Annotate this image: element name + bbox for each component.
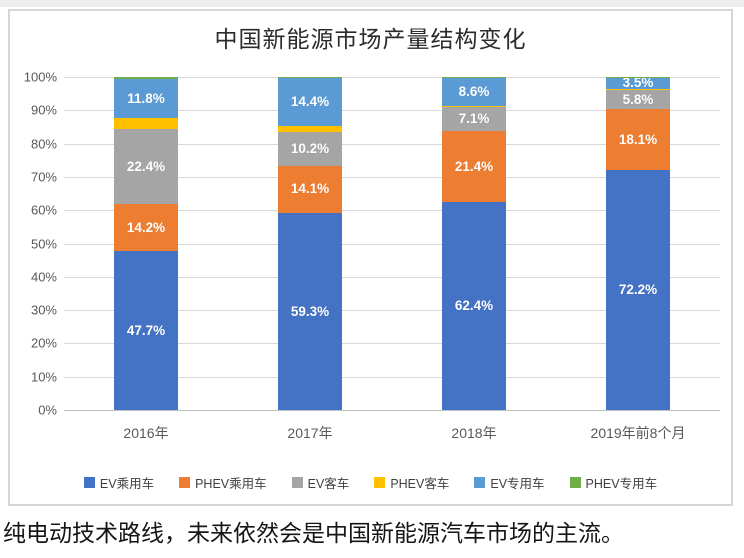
y-axis-tick-label: 90% bbox=[30, 102, 57, 118]
bar-segment: 11.8% bbox=[114, 78, 178, 118]
y-axis-tick-label: 100% bbox=[23, 69, 57, 85]
stacked-bar-2016年: 47.7% 14.2% 22.4% 11.8% bbox=[114, 77, 178, 410]
bar-segment: 14.2% bbox=[114, 203, 178, 252]
segment-data-label: 72.2% bbox=[618, 282, 658, 298]
stacked-bar-2019年前8个月: 72.2% 18.1% 5.8% 3.5% bbox=[606, 75, 670, 410]
bar-slot: 62.4% 21.4% 7.1% 8.6% bbox=[392, 77, 556, 410]
x-axis-labels: 2016年 2017年 2018年 2019年前8个月 bbox=[64, 423, 720, 443]
segment-data-label: 21.4% bbox=[454, 158, 494, 174]
bar-segment: 8.6% bbox=[442, 77, 506, 106]
gridline: 70% bbox=[31, 169, 720, 184]
segment-data-label: 62.4% bbox=[454, 298, 494, 314]
segment-data-label: 3.5% bbox=[622, 75, 654, 91]
legend-swatch-icon bbox=[474, 477, 486, 488]
y-axis-tick-label: 10% bbox=[30, 369, 57, 385]
segment-data-label: 10.2% bbox=[290, 140, 330, 156]
gridline: 80% bbox=[31, 136, 720, 151]
bar-segment: 10.2% bbox=[278, 131, 342, 166]
y-axis-tick-label: 60% bbox=[30, 202, 57, 218]
gridline: 100% bbox=[24, 70, 720, 85]
gridline: 90% bbox=[31, 103, 720, 118]
gridline: 20% bbox=[31, 336, 720, 351]
bar-segment bbox=[606, 89, 670, 90]
legend-swatch-icon bbox=[569, 477, 581, 488]
bar-slot: 47.7% 14.2% 22.4% 11.8% bbox=[64, 77, 228, 410]
legend-label: PHEV乘用车 bbox=[195, 477, 267, 491]
stacked-bar-2017年: 59.3% 14.1% 10.2% 14.4% bbox=[278, 77, 342, 410]
legend-item: EV乘用车 bbox=[83, 473, 155, 492]
y-axis-tick-label: 20% bbox=[30, 335, 57, 351]
legend-item: EV客车 bbox=[291, 473, 350, 492]
bar-segment: 3.5% bbox=[606, 75, 670, 91]
bar-segment bbox=[114, 77, 178, 79]
x-axis-label: 2019年前8个月 bbox=[590, 425, 686, 441]
chart-title: 中国新能源市场产量结构变化 bbox=[214, 26, 527, 52]
segment-data-label: 59.3% bbox=[290, 303, 330, 319]
bar-segment: 72.2% bbox=[606, 169, 670, 410]
bar-segment bbox=[442, 106, 506, 108]
legend-swatch-icon bbox=[374, 477, 386, 488]
legend-swatch-icon bbox=[291, 477, 303, 488]
bar-segment: 14.4% bbox=[278, 78, 342, 126]
x-axis-label: 2018年 bbox=[451, 425, 497, 441]
segment-data-label: 22.4% bbox=[126, 158, 166, 174]
y-axis-tick-label: 80% bbox=[30, 136, 57, 152]
gridline: 10% bbox=[31, 369, 720, 384]
gridline: 0% bbox=[38, 403, 720, 418]
bar-slots: 47.7% 14.2% 22.4% 11.8% 59.3% 14.1% 10.2% 14.4%… bbox=[64, 75, 720, 410]
caption-text: 纯电动技术路线，未来依然会是中国新能源汽车市场的主流。 bbox=[3, 520, 624, 546]
gridline: 60% bbox=[31, 203, 720, 218]
segment-data-label: 11.8% bbox=[127, 90, 165, 106]
bar-segment bbox=[114, 118, 178, 130]
legend: EV乘用车 PHEV乘用车 EV客车 PHEV客车 EV专用车 PHEV专用车 bbox=[10, 473, 731, 492]
segment-data-label: 14.4% bbox=[290, 94, 330, 110]
segment-data-label: 7.1% bbox=[458, 111, 490, 127]
legend-swatch-icon bbox=[179, 477, 191, 488]
bar-segment: 14.1% bbox=[278, 165, 342, 213]
bar-segment bbox=[278, 125, 342, 132]
page-top-strip bbox=[0, 0, 744, 7]
bar-segment: 5.8% bbox=[606, 90, 670, 110]
x-axis-label: 2017年 bbox=[287, 425, 333, 441]
legend-item: PHEV客车 bbox=[374, 473, 449, 492]
y-axis-tick-label: 40% bbox=[30, 269, 57, 285]
y-axis-tick-label: 30% bbox=[30, 302, 57, 318]
segment-data-label: 47.7% bbox=[126, 322, 166, 338]
legend-swatch-icon bbox=[83, 477, 95, 488]
bar-segment bbox=[278, 77, 342, 79]
bar-slot: 59.3% 14.1% 10.2% 14.4% bbox=[228, 77, 392, 410]
legend-item: EV专用车 bbox=[474, 473, 545, 492]
bar-segment: 62.4% bbox=[442, 202, 506, 410]
legend-item: PHEV专用车 bbox=[569, 473, 658, 492]
chart-card: 中国新能源市场产量结构变化 100% 90% 80% 70% 60% 50% 40% 30% 2… bbox=[8, 9, 733, 506]
bar-slot: 72.2% 18.1% 5.8% 3.5% bbox=[556, 75, 720, 410]
segment-data-label: 14.2% bbox=[126, 219, 166, 235]
y-axis-tick-label: 0% bbox=[38, 402, 57, 418]
bar-segment: 22.4% bbox=[114, 129, 178, 204]
legend-item: PHEV乘用车 bbox=[179, 473, 267, 492]
legend-label: EV客车 bbox=[307, 477, 350, 491]
legend-label: PHEV客车 bbox=[390, 477, 450, 491]
stacked-bar-2018年: 62.4% 21.4% 7.1% 8.6% bbox=[442, 77, 506, 410]
segment-data-label: 14.1% bbox=[290, 181, 330, 197]
bar-segment: 7.1% bbox=[442, 107, 506, 131]
bar-segment: 59.3% bbox=[278, 212, 342, 410]
x-axis-label: 2016年 bbox=[123, 425, 169, 441]
legend-label: PHEV专用车 bbox=[585, 477, 658, 491]
gridline: 40% bbox=[31, 269, 720, 284]
segment-data-label: 18.1% bbox=[618, 131, 658, 147]
legend-label: EV专用车 bbox=[490, 477, 545, 491]
gridline: 50% bbox=[31, 236, 720, 251]
plot-area: 100% 90% 80% 70% 60% 50% 40% 30% 20% 10% 0% 47.7% 1… bbox=[24, 70, 720, 418]
legend-label: EV乘用车 bbox=[99, 477, 155, 491]
bar-segment: 47.7% bbox=[114, 251, 178, 410]
segment-data-label: 5.8% bbox=[622, 91, 654, 107]
y-axis-tick-label: 70% bbox=[30, 169, 57, 185]
y-axis-tick-label: 50% bbox=[30, 236, 57, 251]
gridline: 30% bbox=[31, 303, 720, 318]
bar-segment: 21.4% bbox=[442, 130, 506, 203]
bar-segment: 18.1% bbox=[606, 109, 670, 170]
segment-data-label: 8.6% bbox=[458, 83, 490, 99]
